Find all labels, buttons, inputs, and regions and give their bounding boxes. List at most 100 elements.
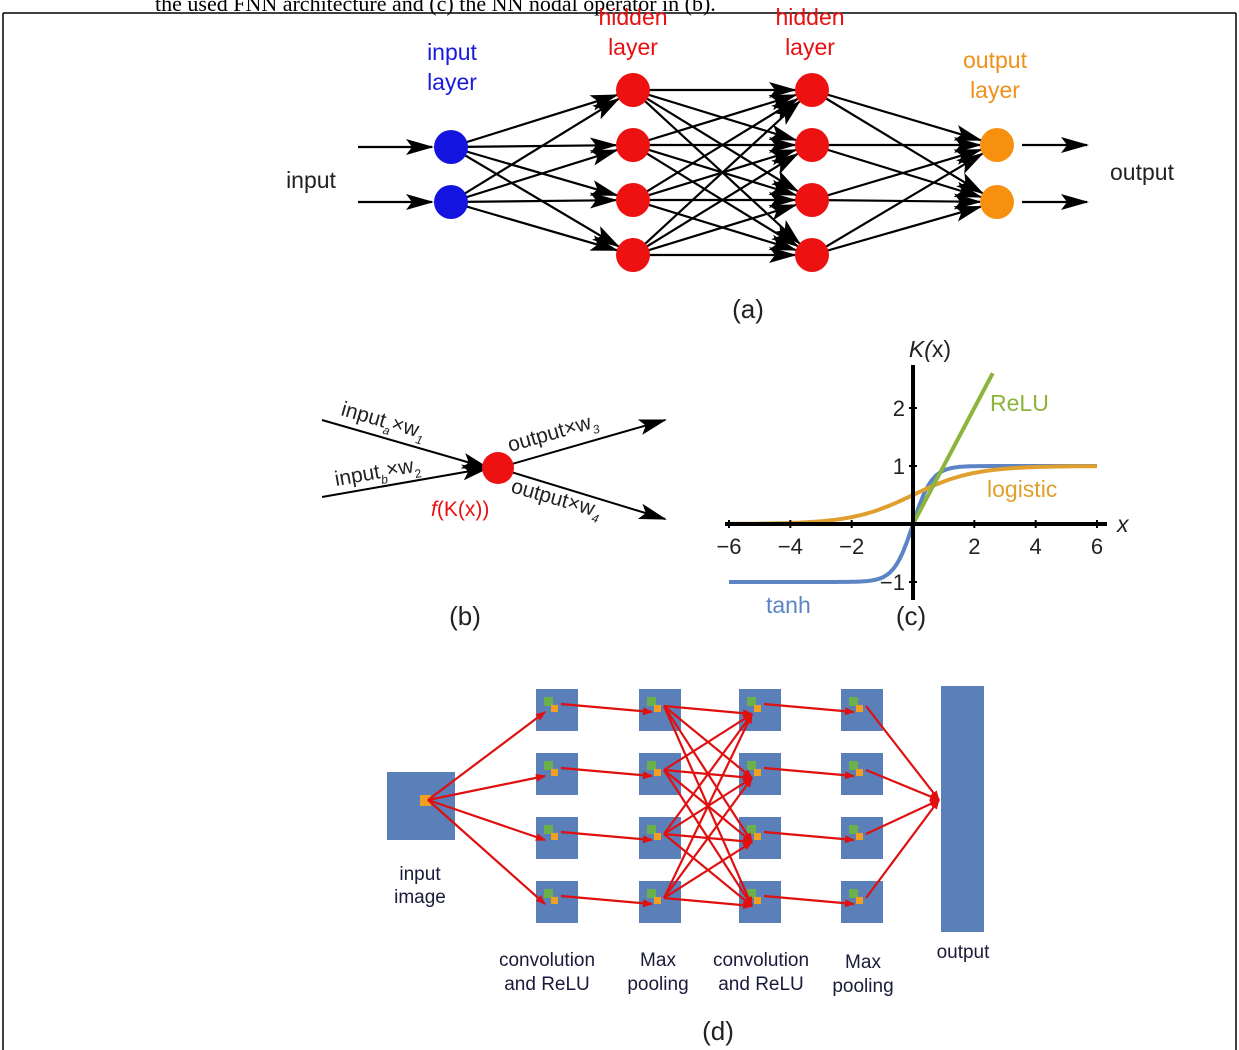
input-image-label-1: input — [399, 864, 441, 885]
pool2-kernel-green — [849, 825, 858, 834]
hidden2-output-connection — [811, 88, 983, 142]
hidden1-hidden2-connection — [632, 143, 798, 197]
conv1-kernel-green — [544, 697, 553, 706]
output-4-weight-label: output×w4 — [508, 475, 605, 527]
hidden2-output-connection — [811, 143, 983, 199]
output-neuron — [980, 185, 1014, 219]
output-neuron — [980, 128, 1014, 162]
x-tick-label: 6 — [1091, 534, 1103, 559]
hidden2-neuron — [795, 183, 829, 217]
input-hidden1-connection — [450, 146, 621, 248]
hidden2-output-connection — [811, 152, 985, 256]
hidden1-neuron — [616, 128, 650, 162]
input-image-kernel — [420, 795, 431, 806]
input-layer-label-1: input — [427, 39, 477, 65]
input-hidden1-connection — [450, 149, 619, 204]
pool1-conv2-arrow — [663, 713, 753, 835]
hidden1-neuron — [616, 238, 650, 272]
pool2-kernel-green — [849, 697, 858, 706]
hidden2-neuron — [795, 73, 829, 107]
conv1-kernel-orange — [551, 833, 558, 840]
pool2-output-arrow — [865, 768, 940, 802]
hidden2-neuron — [795, 238, 829, 272]
hidden1-hidden2-connection — [632, 97, 800, 201]
pool2-kernel-orange — [856, 897, 863, 904]
output-layer-label-1: output — [963, 47, 1028, 73]
logistic-series-label: logistic — [987, 476, 1057, 502]
conv2-pool2-arrow — [763, 830, 855, 844]
pool2-kernel-green — [849, 889, 858, 898]
input-neuron — [434, 130, 468, 164]
pool1-kernel-green — [647, 825, 656, 834]
hidden1-hidden2-connection — [632, 152, 800, 256]
pool2-kernel-green — [849, 761, 858, 770]
pool1-conv2-arrow — [663, 704, 753, 718]
hidden1-hidden2-connection — [632, 93, 798, 147]
input-conv1-arrow — [427, 798, 546, 842]
hidden2-output-connection — [811, 205, 983, 257]
conv1-kernel-green — [544, 761, 553, 770]
panel-c-label: (c) — [896, 601, 926, 631]
cnn-output-label: output — [937, 942, 991, 963]
hidden2-output-connection — [811, 148, 983, 202]
hidden2-output-connection — [811, 89, 985, 195]
conv2-label-1: convolution — [713, 950, 809, 971]
hidden1-hidden2-connection — [632, 203, 798, 257]
input-conv1-arrow — [427, 773, 546, 802]
input-b-weight-label: inputb×w2 — [333, 453, 423, 495]
panel-a-label: (a) — [732, 294, 764, 324]
output-layer-label-2: layer — [970, 77, 1020, 103]
conv1-pool1-arrow — [560, 830, 653, 844]
pool1-kernel-orange — [654, 897, 661, 904]
input-conv1-arrow — [427, 799, 546, 905]
conv1-kernel-orange — [551, 897, 558, 904]
conv1-label-2: and ReLU — [504, 974, 590, 995]
hidden-layer-1-label-2: layer — [608, 34, 658, 60]
y-tick-label: 1 — [893, 454, 905, 479]
conv2-kernel-green — [747, 697, 756, 706]
pool2-label-1: Max — [845, 952, 881, 973]
conv1-kernel-orange — [551, 705, 558, 712]
conv2-kernel-orange — [754, 705, 761, 712]
operator-node — [482, 452, 514, 484]
hidden1-neuron — [616, 73, 650, 107]
hidden-layer-1-label-1: hidden — [598, 4, 667, 30]
conv1-pool1-arrow — [560, 702, 653, 716]
x-tick-label: 2 — [968, 534, 980, 559]
x-tick-label: −6 — [716, 534, 741, 559]
tanh-series-label: tanh — [766, 592, 811, 618]
conv1-pool1-arrow — [560, 766, 653, 780]
panel-a-network — [358, 73, 1089, 272]
hidden-layer-2-label-2: layer — [785, 34, 835, 60]
conv1-kernel-green — [544, 825, 553, 834]
x-tick-label: −2 — [839, 534, 864, 559]
hidden1-neuron — [616, 183, 650, 217]
input-hidden1-connection — [450, 94, 619, 149]
input-hidden1-connection — [450, 145, 619, 197]
hidden1-hidden2-connection — [632, 198, 798, 252]
figure-caption: the used FNN architecture and (c) the NN… — [155, 0, 716, 16]
conv2-kernel-orange — [754, 833, 761, 840]
pool1-label-1: Max — [640, 950, 676, 971]
pool1-kernel-green — [647, 889, 656, 898]
hidden-layer-2-label-1: hidden — [775, 4, 844, 30]
conv2-kernel-orange — [754, 769, 761, 776]
conv2-kernel-green — [747, 889, 756, 898]
pool1-conv2-arrow — [663, 777, 753, 899]
hidden1-hidden2-connection — [632, 144, 800, 248]
pool2-output-arrow — [865, 705, 940, 801]
chart-xlabel: x — [1116, 511, 1130, 537]
pool2-output-arrow — [865, 799, 940, 899]
input-hidden1-connection — [450, 192, 618, 209]
pool2-kernel-orange — [856, 705, 863, 712]
conv2-kernel-green — [747, 761, 756, 770]
input-a-weight-label: inputa×w1 — [338, 398, 428, 448]
pool1-kernel-green — [647, 761, 656, 770]
network-output-label: output — [1110, 159, 1175, 185]
conv2-kernel-green — [747, 825, 756, 834]
hidden1-hidden2-connection — [632, 88, 798, 142]
input-hidden1-connection — [450, 137, 618, 154]
panel-b-label: (b) — [449, 601, 481, 631]
panel-d-cnn — [387, 686, 984, 932]
input-a-arrow — [321, 419, 490, 469]
